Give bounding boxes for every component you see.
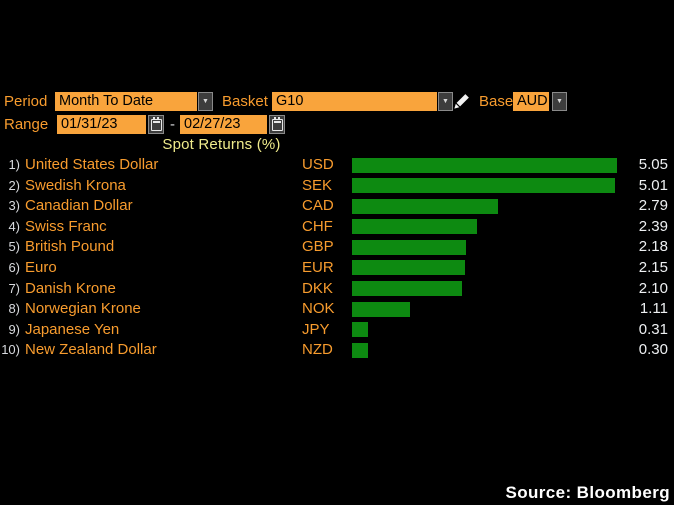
row-value: 2.10: [638, 279, 668, 297]
basket-dropdown-button[interactable]: ▼: [438, 92, 453, 111]
row-bar: [352, 239, 467, 255]
row-rank: 4): [8, 218, 20, 234]
table-row[interactable]: 1) United States Dollar USD 5.05: [0, 155, 674, 176]
row-rank: 9): [8, 321, 20, 337]
row-bar: [352, 281, 463, 297]
base-dropdown-button[interactable]: ▼: [552, 92, 567, 111]
row-rank: 3): [8, 198, 20, 214]
table-row[interactable]: 5) British Pound GBP 2.18: [0, 237, 674, 258]
basket-label: Basket: [222, 93, 268, 110]
range-label: Range: [4, 116, 49, 133]
row-bar: [352, 219, 478, 235]
row-name: Danish Krone: [25, 279, 116, 297]
row-bar: [352, 301, 411, 317]
range-start-calendar-button[interactable]: [148, 115, 164, 134]
chevron-down-icon: ▼: [442, 98, 449, 105]
row-rank: 5): [8, 239, 20, 255]
range-end-calendar-button[interactable]: [269, 115, 285, 134]
row-bar: [352, 342, 368, 358]
row-name: Norwegian Krone: [25, 300, 141, 318]
row-rank: 7): [8, 280, 20, 296]
source-credit: Source: Bloomberg: [505, 483, 670, 502]
row-value: 2.15: [638, 258, 668, 276]
row-code: USD: [302, 156, 334, 173]
row-rank: 1): [8, 157, 20, 172]
row-value: 2.79: [638, 197, 668, 215]
calendar-icon: [271, 116, 283, 131]
table-row[interactable]: 9) Japanese Yen JPY 0.31: [0, 320, 674, 341]
chevron-down-icon: ▼: [202, 98, 209, 105]
row-bar: [352, 260, 465, 276]
row-code: NOK: [302, 300, 335, 318]
chevron-down-icon: ▼: [556, 98, 563, 105]
row-value: 1.11: [639, 300, 668, 318]
row-name: Canadian Dollar: [25, 197, 133, 215]
row-code: GBP: [302, 238, 334, 256]
chart-title: Spot Returns (%): [162, 136, 281, 153]
table-row[interactable]: 6) Euro EUR 2.15: [0, 258, 674, 279]
row-value: 5.05: [638, 156, 668, 173]
row-code: CAD: [302, 197, 334, 215]
row-rank: 6): [8, 259, 20, 275]
calendar-icon: [150, 116, 162, 131]
row-value: 5.01: [638, 176, 668, 194]
row-rank: 8): [8, 301, 20, 317]
row-name: Swedish Krona: [25, 176, 126, 194]
row-bar: [352, 322, 369, 338]
period-select[interactable]: Month To Date: [55, 92, 197, 111]
row-rank: 10): [1, 342, 20, 358]
row-rank: 2): [8, 177, 20, 193]
table-row[interactable]: 2) Swedish Krona SEK 5.01: [0, 176, 674, 197]
pencil-icon[interactable]: [453, 92, 471, 110]
row-name: British Pound: [25, 238, 115, 256]
table-row[interactable]: 10) New Zealand Dollar NZD 0.30: [0, 340, 674, 361]
row-value: 0.31: [638, 320, 668, 338]
row-bar: [352, 198, 499, 214]
period-label: Period: [4, 93, 48, 110]
row-name: United States Dollar: [25, 156, 159, 173]
row-value: 0.30: [638, 341, 668, 359]
row-name: Euro: [25, 258, 57, 276]
basket-select[interactable]: G10: [272, 92, 437, 111]
period-dropdown-button[interactable]: ▼: [198, 92, 213, 111]
row-name: Swiss Franc: [25, 217, 107, 235]
table-row[interactable]: 4) Swiss Franc CHF 2.39: [0, 217, 674, 238]
range-start-input[interactable]: 01/31/23: [57, 115, 146, 134]
range-end-input[interactable]: 02/27/23: [180, 115, 267, 134]
base-select[interactable]: AUD: [513, 92, 549, 111]
row-code: EUR: [302, 258, 334, 276]
row-code: DKK: [302, 279, 333, 297]
table-row[interactable]: 8) Norwegian Krone NOK 1.11: [0, 299, 674, 320]
base-label: Base: [479, 93, 514, 110]
row-name: New Zealand Dollar: [25, 341, 157, 359]
row-value: 2.18: [638, 238, 668, 256]
range-separator: -: [170, 116, 175, 133]
row-name: Japanese Yen: [25, 320, 120, 338]
row-value: 2.39: [638, 217, 668, 235]
row-code: CHF: [302, 217, 333, 235]
row-bar: [352, 157, 617, 173]
row-code: NZD: [302, 341, 333, 359]
chart-rows: 1) United States Dollar USD 5.05 2) Swed…: [0, 155, 674, 361]
row-code: SEK: [302, 176, 333, 194]
table-row[interactable]: 7) Danish Krone DKK 2.10: [0, 279, 674, 300]
row-code: JPY: [302, 320, 330, 338]
table-row[interactable]: 3) Canadian Dollar CAD 2.79: [0, 196, 674, 217]
row-bar: [352, 178, 615, 194]
